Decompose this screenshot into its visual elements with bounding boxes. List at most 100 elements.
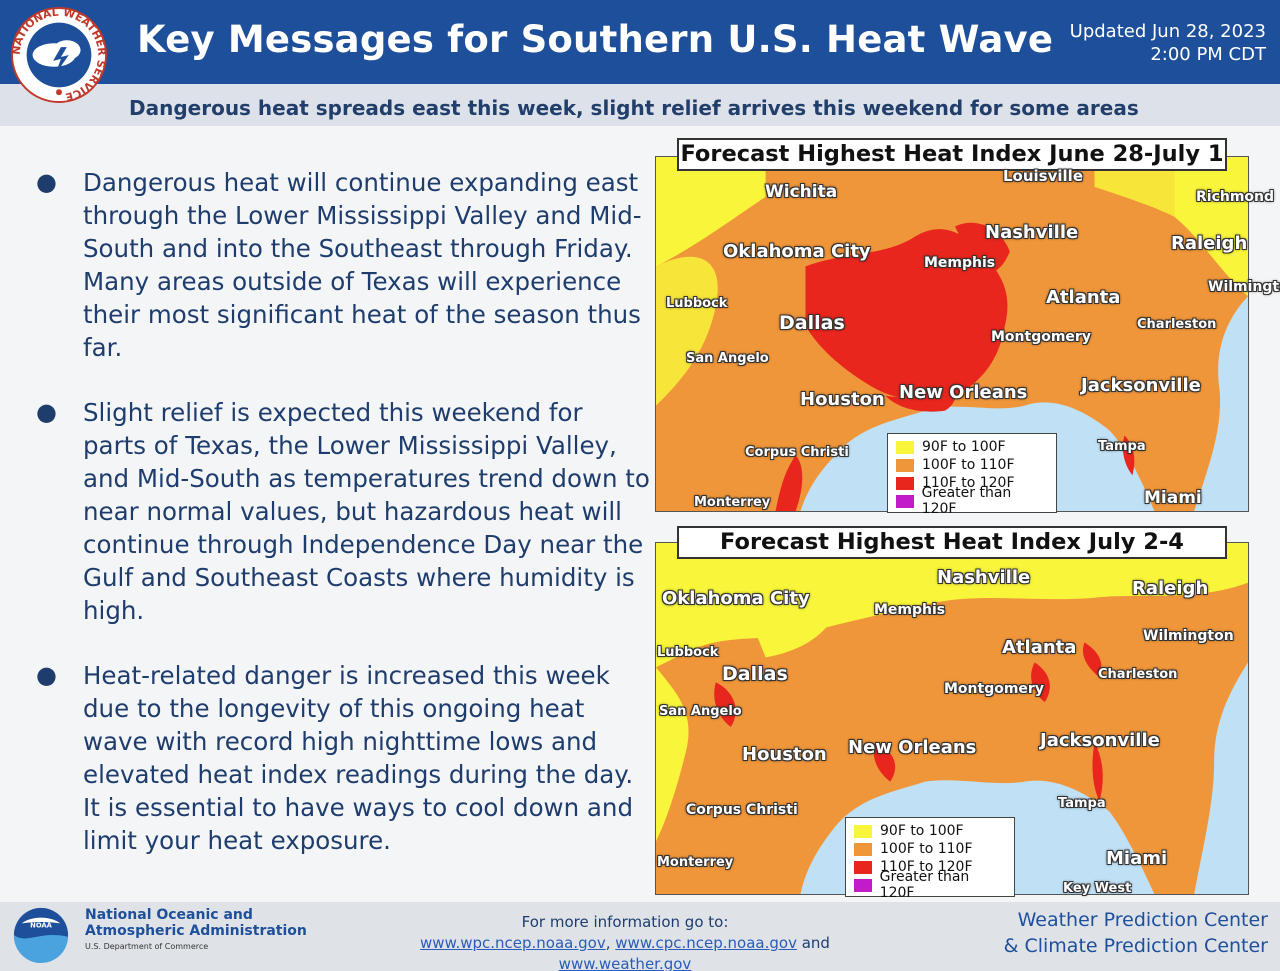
- bullet-icon: ●: [36, 168, 57, 196]
- map1-city-charleston: Charleston: [1137, 317, 1217, 332]
- key-message-1: ● Dangerous heat will continue expanding…: [30, 166, 650, 364]
- map2-city-wilmington: Wilmington: [1143, 628, 1234, 644]
- noaa-name-line1: National Oceanic and: [85, 907, 253, 923]
- map1-city-monterrey: Monterrey: [694, 495, 771, 510]
- noaa-logo: NOAA: [13, 907, 69, 964]
- map2-city-new-orleans: New Orleans: [848, 737, 977, 758]
- legend-item: 90F to 100F: [854, 822, 1006, 840]
- link-and: and: [801, 934, 830, 952]
- legend-label: 90F to 100F: [880, 823, 964, 839]
- map1-city-richmond: Richmond: [1196, 189, 1275, 205]
- map1-city-wilmington: Wilmington: [1208, 279, 1280, 295]
- more-info-links: www.wpc.ncep.noaa.gov, www.cpc.ncep.noaa…: [360, 933, 890, 971]
- map1-city-louisville: Louisville: [1003, 167, 1083, 185]
- key-message-text: Dangerous heat will continue expanding e…: [83, 168, 642, 362]
- noaa-name: National Oceanic and Atmospheric Adminis…: [85, 907, 307, 939]
- updated-time: 2:00 PM CDT: [1150, 44, 1266, 65]
- weather-gov-link[interactable]: www.weather.gov: [558, 955, 692, 971]
- legend-label: Greater than 120F: [921, 485, 1012, 517]
- key-messages: ● Dangerous heat will continue expanding…: [30, 166, 650, 889]
- link-separator: ,: [605, 934, 611, 952]
- wpc-link[interactable]: www.wpc.ncep.noaa.gov: [420, 934, 606, 952]
- heat-index-map-jul2-jul4: [655, 542, 1249, 895]
- map2-city-houston: Houston: [742, 744, 827, 765]
- legend-item: 100F to 110F: [896, 456, 1048, 474]
- map1-city-san-angelo: San Angelo: [686, 351, 769, 366]
- map1-city-lubbock: Lubbock: [666, 296, 728, 311]
- map2-city-key-west: Key West: [1063, 881, 1132, 896]
- map2-city-montgomery: Montgomery: [944, 681, 1044, 697]
- map1-graphic: [656, 157, 1248, 511]
- legend-label: 90F to 100F: [922, 439, 1006, 455]
- cpc-link[interactable]: www.cpc.ncep.noaa.gov: [615, 934, 797, 952]
- header-bar: Key Messages for Southern U.S. Heat Wave…: [0, 0, 1280, 84]
- legend-label: 100F to 110F: [880, 841, 973, 857]
- map1-city-corpus-christi: Corpus Christi: [745, 445, 849, 460]
- map1-city-nashville: Nashville: [985, 222, 1079, 243]
- key-message-2: ● Slight relief is expected this weekend…: [30, 396, 650, 627]
- map2-city-corpus-christi: Corpus Christi: [686, 802, 798, 818]
- legend-item: 100F to 110F: [854, 840, 1006, 858]
- page-title: Key Messages for Southern U.S. Heat Wave: [137, 18, 1054, 61]
- legend-swatch: [854, 860, 872, 874]
- map2-city-charleston: Charleston: [1098, 667, 1178, 682]
- map2-city-san-angelo: San Angelo: [659, 704, 742, 719]
- map2-city-oklahoma-city: Oklahoma City: [662, 588, 810, 609]
- map1-city-jacksonville: Jacksonville: [1081, 375, 1201, 396]
- map1-city-memphis: Memphis: [924, 255, 996, 271]
- map1-city-atlanta: Atlanta: [1046, 287, 1121, 308]
- map2-city-raleigh: Raleigh: [1132, 578, 1209, 599]
- footer-bar: NOAA National Oceanic and Atmospheric Ad…: [0, 902, 1280, 971]
- key-message-3: ● Heat-related danger is increased this …: [30, 659, 650, 857]
- map2-graphic: [656, 543, 1248, 894]
- legend-item: Greater than 120F: [854, 869, 1006, 901]
- legend-swatch: [896, 494, 914, 508]
- wpc-credit-line2: & Climate Prediction Center: [1003, 935, 1268, 957]
- map2-city-monterrey: Monterrey: [657, 855, 734, 870]
- noaa-logo-text: NOAA: [30, 921, 52, 929]
- legend-swatch: [896, 458, 914, 472]
- bullet-icon: ●: [36, 398, 57, 426]
- key-message-text: Heat-related danger is increased this we…: [83, 661, 634, 855]
- map2-city-atlanta: Atlanta: [1002, 637, 1077, 658]
- map2-city-jacksonville: Jacksonville: [1040, 730, 1160, 751]
- legend-label: 110F to 120F: [880, 859, 973, 875]
- legend-label: 100F to 110F: [922, 457, 1015, 473]
- updated-timestamp: Updated Jun 28, 2023 2:00 PM CDT: [1070, 20, 1266, 66]
- legend-label: 110F to 120F: [922, 475, 1015, 491]
- nws-logo: NATIONAL WEATHER SERVICE: [10, 6, 108, 104]
- legend-item: 110F to 120F: [896, 474, 1048, 492]
- map1-title: Forecast Highest Heat Index June 28-July…: [677, 138, 1227, 171]
- map1-city-wichita: Wichita: [765, 182, 838, 202]
- map1-city-raleigh: Raleigh: [1171, 233, 1248, 254]
- map2-city-nashville: Nashville: [937, 567, 1031, 588]
- map2-city-tampa: Tampa: [1058, 796, 1106, 811]
- map2-city-lubbock: Lubbock: [657, 645, 719, 660]
- map2-city-dallas: Dallas: [722, 663, 788, 685]
- legend-swatch: [896, 440, 914, 454]
- subheader-bar: Dangerous heat spreads east this week, s…: [0, 84, 1280, 126]
- map1-legend: 90F to 100F 100F to 110F 110F to 120F Gr…: [887, 433, 1057, 517]
- map2-city-miami: Miami: [1106, 848, 1168, 869]
- map2-legend: 90F to 100F 100F to 110F 110F to 120F Gr…: [845, 817, 1015, 901]
- map2-title: Forecast Highest Heat Index July 2-4: [677, 526, 1227, 559]
- map1-city-oklahoma-city: Oklahoma City: [723, 241, 871, 262]
- updated-date: Updated Jun 28, 2023: [1069, 21, 1266, 42]
- legend-swatch: [896, 476, 914, 490]
- bullet-icon: ●: [36, 661, 57, 689]
- map1-city-tampa: Tampa: [1098, 439, 1146, 454]
- map1-city-miami: Miami: [1144, 488, 1202, 508]
- legend-swatch: [854, 824, 872, 838]
- map1-city-new-orleans: New Orleans: [899, 382, 1028, 403]
- more-info: For more information go to: www.wpc.ncep…: [360, 912, 890, 971]
- more-info-label: For more information go to:: [521, 913, 729, 931]
- map1-city-montgomery: Montgomery: [991, 329, 1091, 345]
- wpc-credit-line1: Weather Prediction Center: [1017, 909, 1268, 931]
- noaa-name-line2: Atmospheric Administration: [85, 923, 307, 939]
- legend-label: Greater than 120F: [879, 869, 970, 901]
- legend-item: Greater than 120F: [896, 485, 1048, 517]
- legend-item: 110F to 120F: [854, 858, 1006, 876]
- map1-city-dallas: Dallas: [779, 312, 845, 334]
- key-message-text: Slight relief is expected this weekend f…: [83, 398, 650, 625]
- wpc-cpc-credit: Weather Prediction Center & Climate Pred…: [1004, 907, 1268, 959]
